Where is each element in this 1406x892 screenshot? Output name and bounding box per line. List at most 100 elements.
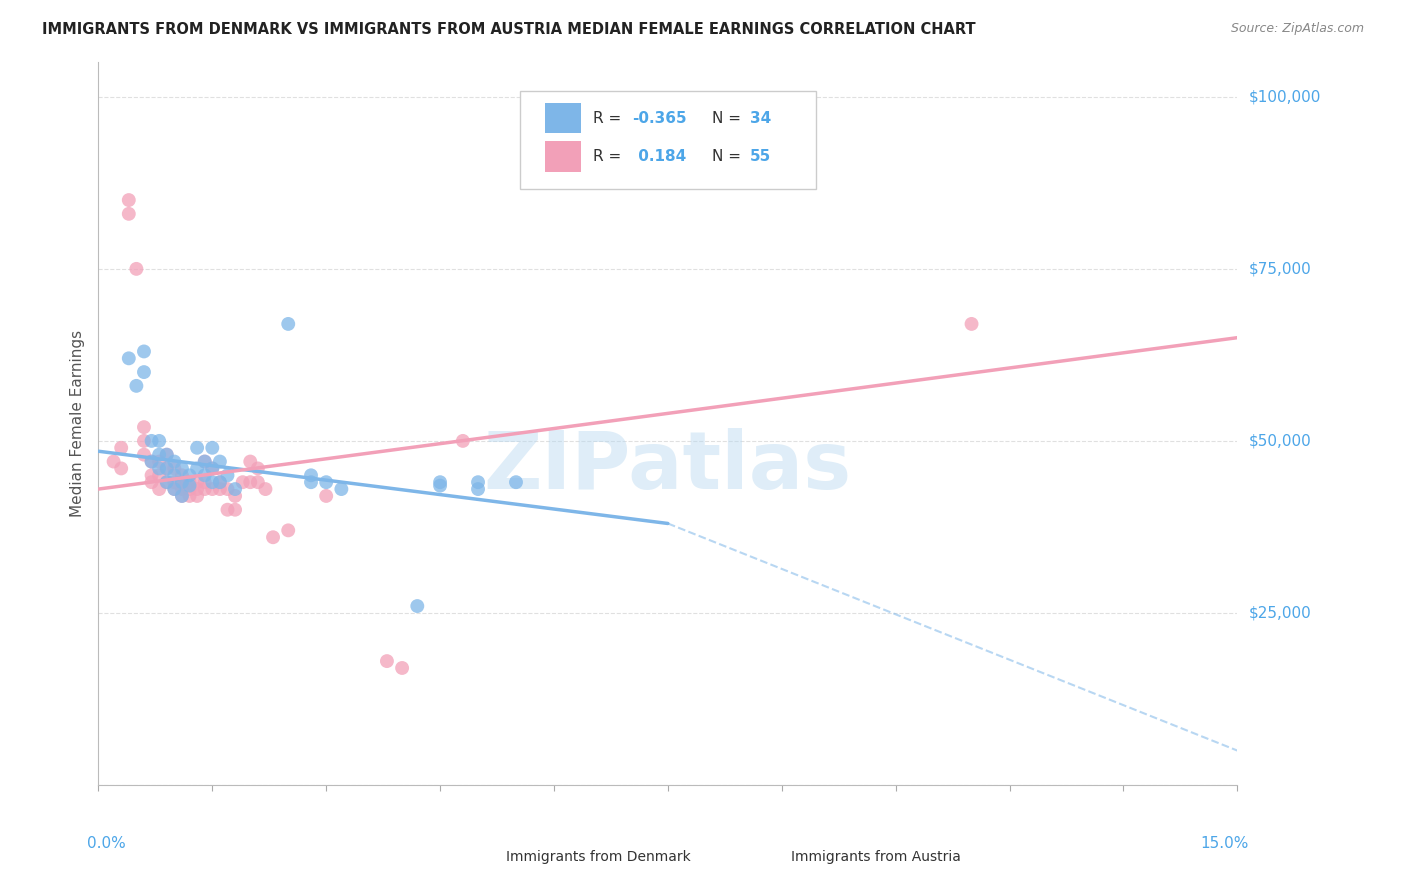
Point xyxy=(118,193,141,207)
Point xyxy=(132,344,155,359)
Text: 15.0%: 15.0% xyxy=(1201,836,1249,851)
Point xyxy=(391,661,413,675)
Text: N =: N = xyxy=(713,111,747,126)
Text: $25,000: $25,000 xyxy=(1249,606,1312,621)
Point xyxy=(156,475,179,490)
Text: Immigrants from Denmark: Immigrants from Denmark xyxy=(506,850,690,864)
Text: $50,000: $50,000 xyxy=(1249,434,1312,449)
Point xyxy=(194,482,217,496)
Point xyxy=(330,482,353,496)
Point xyxy=(224,502,246,516)
Point xyxy=(125,379,148,393)
Point xyxy=(451,434,474,448)
Point xyxy=(467,475,489,490)
Text: Immigrants from Austria: Immigrants from Austria xyxy=(790,850,960,864)
Point xyxy=(170,489,193,503)
FancyBboxPatch shape xyxy=(520,91,815,189)
Point xyxy=(186,482,208,496)
Point xyxy=(170,461,193,475)
Point xyxy=(148,454,170,468)
Text: 0.0%: 0.0% xyxy=(87,836,125,851)
Point xyxy=(179,478,201,492)
Point xyxy=(170,475,193,490)
Point xyxy=(179,468,201,483)
Point xyxy=(375,654,398,668)
Point xyxy=(299,475,322,490)
Point xyxy=(467,482,489,496)
Point xyxy=(170,489,193,503)
Point xyxy=(201,475,224,490)
Point xyxy=(208,454,231,468)
Y-axis label: Median Female Earnings: Median Female Earnings xyxy=(69,330,84,517)
Point xyxy=(170,468,193,483)
Point xyxy=(156,448,179,462)
Point xyxy=(163,461,186,475)
Point xyxy=(156,475,179,490)
Point xyxy=(277,317,299,331)
Point xyxy=(141,475,163,490)
Point xyxy=(960,317,983,331)
Point xyxy=(277,524,299,538)
Point xyxy=(429,478,451,492)
Text: ZIPatlas: ZIPatlas xyxy=(484,428,852,506)
Point xyxy=(148,461,170,475)
Point xyxy=(239,475,262,490)
Point xyxy=(239,454,262,468)
Point xyxy=(163,482,186,496)
Point xyxy=(141,468,163,483)
Text: N =: N = xyxy=(713,149,747,164)
Point xyxy=(156,461,179,475)
Bar xyxy=(463,847,498,868)
Text: IMMIGRANTS FROM DENMARK VS IMMIGRANTS FROM AUSTRIA MEDIAN FEMALE EARNINGS CORREL: IMMIGRANTS FROM DENMARK VS IMMIGRANTS FR… xyxy=(42,22,976,37)
Point xyxy=(201,482,224,496)
Point xyxy=(186,441,208,455)
Text: 55: 55 xyxy=(749,149,770,164)
Point xyxy=(156,461,179,475)
Point xyxy=(170,482,193,496)
Point xyxy=(429,475,451,490)
Point xyxy=(141,434,163,448)
Point xyxy=(406,599,429,613)
Text: R =: R = xyxy=(593,149,626,164)
Point xyxy=(254,482,277,496)
Bar xyxy=(546,103,581,134)
Point xyxy=(208,482,231,496)
Point xyxy=(201,461,224,475)
Point xyxy=(156,448,179,462)
Point xyxy=(201,441,224,455)
Point xyxy=(224,489,246,503)
Text: Source: ZipAtlas.com: Source: ZipAtlas.com xyxy=(1230,22,1364,36)
Bar xyxy=(748,847,782,868)
Point xyxy=(103,454,125,468)
Point xyxy=(315,489,337,503)
Point xyxy=(163,454,186,468)
Point xyxy=(141,454,163,468)
Point xyxy=(246,475,269,490)
Point xyxy=(299,468,322,483)
Point xyxy=(148,434,170,448)
Point xyxy=(262,530,284,544)
Text: R =: R = xyxy=(593,111,626,126)
Point xyxy=(125,261,148,276)
Point xyxy=(246,461,269,475)
Point xyxy=(148,482,170,496)
Point xyxy=(186,475,208,490)
Point xyxy=(217,468,239,483)
Point xyxy=(194,454,217,468)
Point xyxy=(186,461,208,475)
Point xyxy=(141,454,163,468)
Text: 0.184: 0.184 xyxy=(633,149,686,164)
Text: 34: 34 xyxy=(749,111,770,126)
Point xyxy=(118,207,141,221)
Point xyxy=(179,482,201,496)
Point xyxy=(194,454,217,468)
Point xyxy=(208,475,231,490)
Bar xyxy=(546,141,581,171)
Text: -0.365: -0.365 xyxy=(633,111,688,126)
Point xyxy=(179,489,201,503)
Point xyxy=(315,475,337,490)
Point xyxy=(170,475,193,490)
Point xyxy=(217,502,239,516)
Point xyxy=(194,468,217,483)
Point xyxy=(118,351,141,366)
